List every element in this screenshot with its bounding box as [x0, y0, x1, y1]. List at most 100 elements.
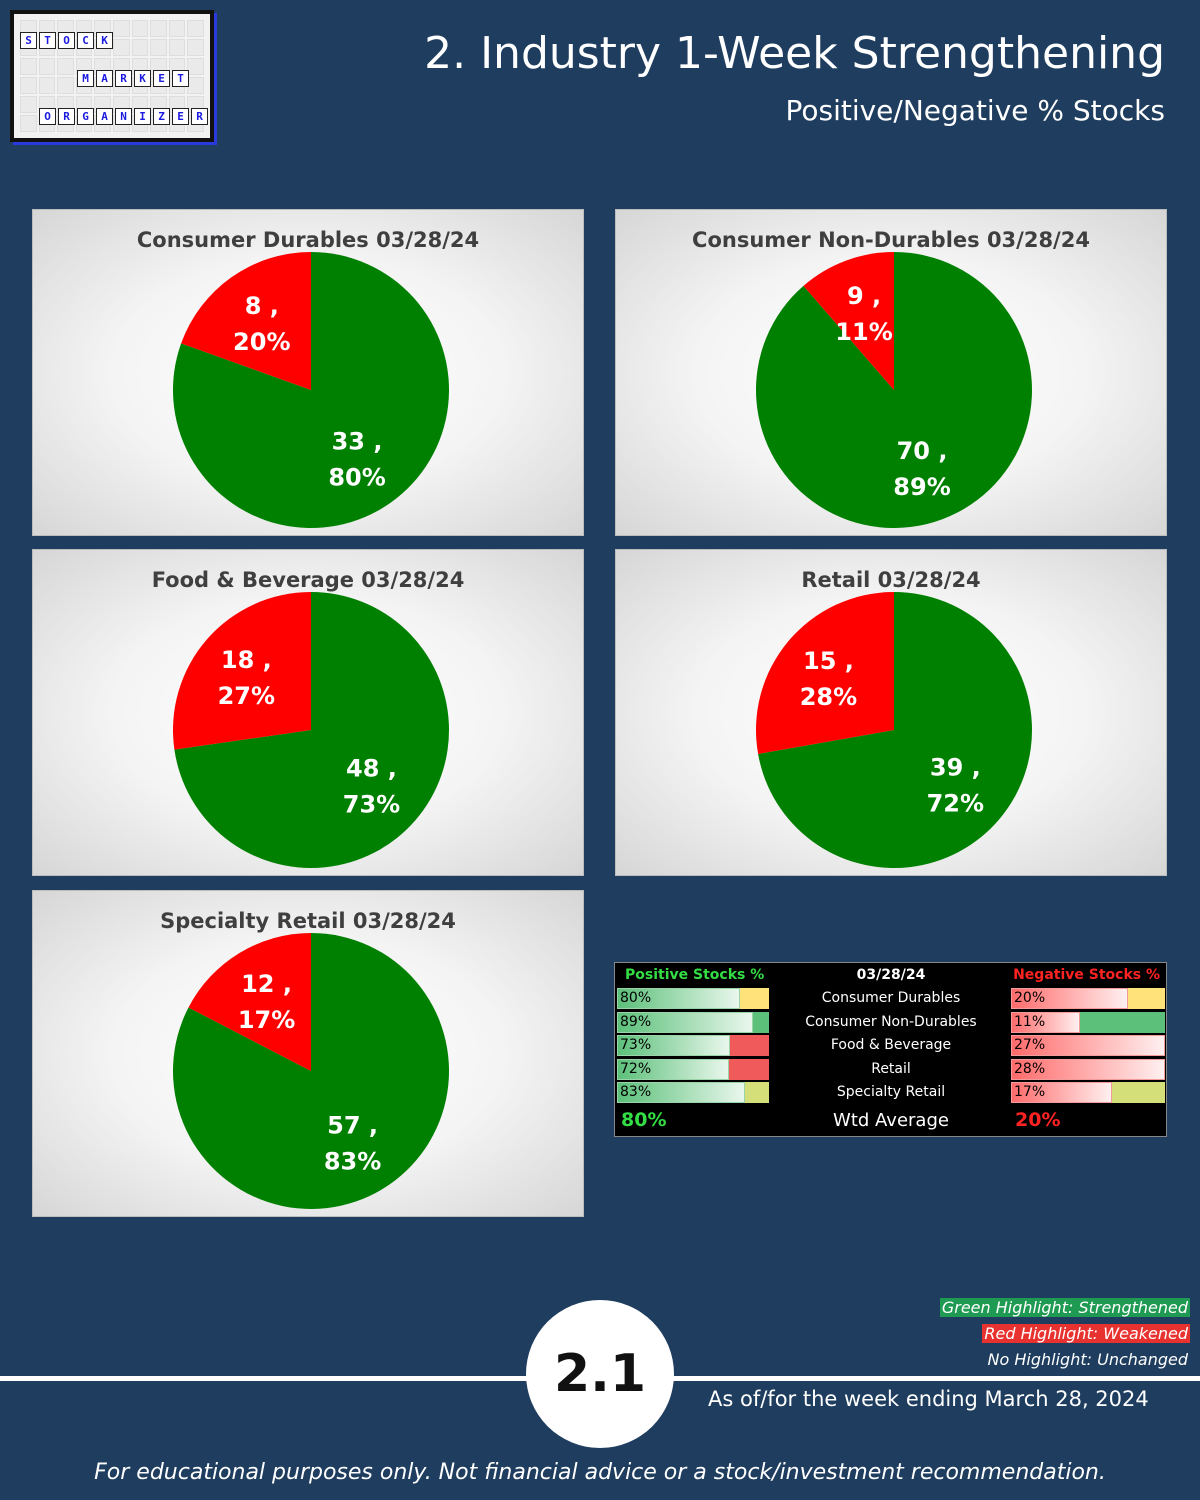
- positive-databar: [617, 1035, 731, 1056]
- slice-value-label: 18 ,: [221, 646, 272, 674]
- slice-percent-label: 73%: [343, 790, 400, 818]
- slice-value-label: 70 ,: [897, 437, 948, 465]
- negative-databar: [1011, 1058, 1165, 1080]
- negative-value: 27%: [1014, 1037, 1046, 1053]
- slice-percent-label: 83%: [324, 1147, 381, 1175]
- legend-green-strengthened: Green Highlight: Strengthened: [939, 1298, 1190, 1317]
- logo-letter: T: [39, 32, 56, 49]
- pie-slice-positive: [758, 592, 1032, 868]
- negative-databar: [1011, 988, 1129, 1009]
- positive-value: 89%: [620, 1013, 652, 1030]
- pie-panel-retail: 15 , 28% 39 , 72% Retail 03/28/24: [615, 549, 1167, 876]
- logo-letter: A: [96, 108, 113, 125]
- negative-cell: 20%: [1011, 988, 1165, 1009]
- industry-name: Consumer Durables: [821, 990, 961, 1006]
- logo-letter: O: [39, 108, 56, 125]
- slice-percent-label: 20%: [233, 328, 290, 356]
- positive-cell: 80%: [617, 988, 769, 1009]
- logo-letter: I: [134, 108, 151, 125]
- slice-percent-label: 72%: [927, 789, 984, 817]
- positive-cell: 72%: [617, 1058, 769, 1080]
- positive-databar: [617, 1058, 729, 1080]
- positive-databar: [617, 1082, 745, 1103]
- pie-chart-retail: 15 , 28% 39 , 72%: [756, 592, 1032, 868]
- logo-letter: K: [134, 70, 151, 87]
- negative-value: 20%: [1014, 990, 1046, 1006]
- average-negative: 20%: [1015, 1109, 1061, 1131]
- page-title: 2. Industry 1-Week Strengthening: [424, 28, 1165, 79]
- chart-title: Consumer Non-Durables 03/28/24: [692, 228, 1090, 252]
- table-row: 89% Consumer Non-Durables 11%: [615, 1011, 1166, 1035]
- positive-header: Positive Stocks %: [625, 967, 765, 983]
- negative-header: Negative Stocks %: [1013, 967, 1160, 983]
- logo-letter: K: [96, 32, 113, 49]
- negative-databar: [1011, 1082, 1112, 1103]
- chart-title: Food & Beverage 03/28/24: [151, 568, 465, 592]
- pie-slice-negative: [803, 252, 894, 390]
- summary-table: Positive Stocks % 03/28/24 Negative Stoc…: [614, 962, 1167, 1137]
- logo-letter: E: [172, 108, 189, 125]
- pie-chart-food-beverage: 18 , 27% 48 , 73%: [173, 592, 449, 869]
- logo-letter: G: [77, 108, 94, 125]
- page-subtitle: Positive/Negative % Stocks: [785, 94, 1165, 127]
- logo-letter: S: [20, 32, 37, 49]
- table-row: 83% Specialty Retail 17%: [615, 1081, 1166, 1105]
- pie-slice-negative: [188, 933, 311, 1071]
- slice-value-label: 57 ,: [327, 1111, 378, 1139]
- logo-letter: E: [153, 70, 170, 87]
- positive-value: 83%: [620, 1084, 652, 1100]
- pie-panel-consumer-non-durables: 9 , 11% 70 , 89% Consumer Non-Durables 03/2…: [615, 209, 1167, 536]
- negative-databar: [1011, 1035, 1165, 1056]
- logo-letter: N: [115, 108, 132, 125]
- table-header-row: Positive Stocks % 03/28/24 Negative Stoc…: [615, 963, 1166, 987]
- slice-value-label: 8 ,: [245, 292, 279, 320]
- slice-percent-label: 89%: [893, 473, 950, 501]
- pie-slice-negative: [756, 592, 894, 754]
- pie-panel-food-beverage: 18 , 27% 48 , 73% Food & Beverage 03/28/24: [32, 549, 584, 876]
- slice-percent-label: 11%: [835, 318, 892, 346]
- pie-slice-negative: [181, 252, 311, 390]
- average-label: Wtd Average: [833, 1110, 949, 1131]
- logo-letter: R: [115, 70, 132, 87]
- negative-value: 28%: [1014, 1060, 1046, 1077]
- slice-value-label: 33 ,: [332, 427, 383, 455]
- logo-letter: R: [191, 108, 208, 125]
- average-positive: 80%: [621, 1109, 667, 1131]
- pie-chart-specialty-retail: 12 , 17% 57 , 83%: [173, 933, 449, 1209]
- slice-percent-label: 28%: [800, 683, 857, 711]
- pie-slice-positive: [173, 252, 450, 528]
- table-row: 73% Food & Beverage 27%: [615, 1034, 1166, 1058]
- negative-cell: 11%: [1011, 1011, 1165, 1033]
- slice-value-label: 15 ,: [803, 647, 854, 675]
- positive-cell: 83%: [617, 1082, 769, 1103]
- industry-name: Retail: [871, 1060, 911, 1077]
- as-of-date: As of/for the week ending March 28, 2024: [708, 1387, 1149, 1411]
- pie-slice-positive: [174, 592, 449, 869]
- logo-letter: Z: [153, 108, 170, 125]
- positive-cell: 89%: [617, 1011, 769, 1033]
- date-header: 03/28/24: [856, 967, 926, 983]
- negative-value: 17%: [1014, 1084, 1046, 1100]
- slice-percent-label: 80%: [328, 463, 385, 491]
- pie-chart-consumer-durables: 8 , 20% 33 , 80%: [173, 252, 450, 528]
- chart-title: Consumer Durables 03/28/24: [136, 228, 480, 252]
- positive-value: 73%: [620, 1037, 652, 1053]
- slice-value-label: 39 ,: [930, 753, 981, 781]
- pie-panel-consumer-durables: 8 , 20% 33 , 80% Consumer Durables 03/28/24: [32, 209, 584, 536]
- legend-no-highlight: No Highlight: Unchanged: [987, 1350, 1188, 1369]
- table-row: 72% Retail 28%: [615, 1058, 1166, 1082]
- positive-databar: [617, 1011, 754, 1033]
- page-number-badge: 2.1: [526, 1300, 674, 1448]
- pie-slice-negative: [173, 592, 311, 750]
- chart-title: Specialty Retail 03/28/24: [160, 909, 456, 933]
- slice-percent-label: 17%: [238, 1006, 295, 1034]
- positive-cell: 73%: [617, 1035, 769, 1056]
- negative-value: 11%: [1014, 1013, 1046, 1030]
- slice-value-label: 12 ,: [241, 970, 292, 998]
- slice-value-label: 9 ,: [847, 282, 881, 310]
- negative-cell: 28%: [1011, 1058, 1165, 1080]
- positive-databar: [617, 988, 741, 1009]
